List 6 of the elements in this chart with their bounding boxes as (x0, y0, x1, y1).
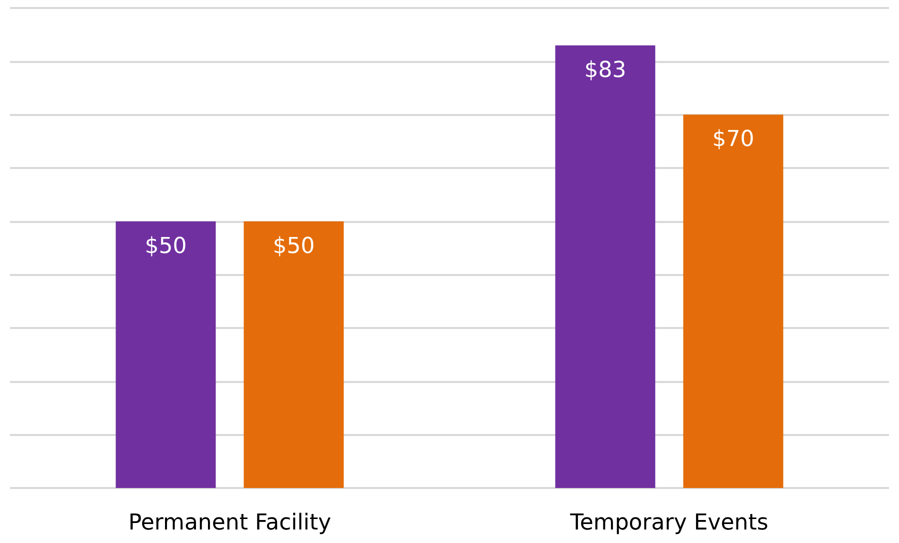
data-label: $50 (144, 234, 187, 259)
data-label: $70 (712, 127, 754, 152)
data-label: $50 (272, 234, 315, 259)
data-label: $83 (584, 58, 626, 83)
x-tick-label: Temporary Events (569, 510, 768, 536)
x-tick-label: Permanent Facility (128, 510, 332, 536)
